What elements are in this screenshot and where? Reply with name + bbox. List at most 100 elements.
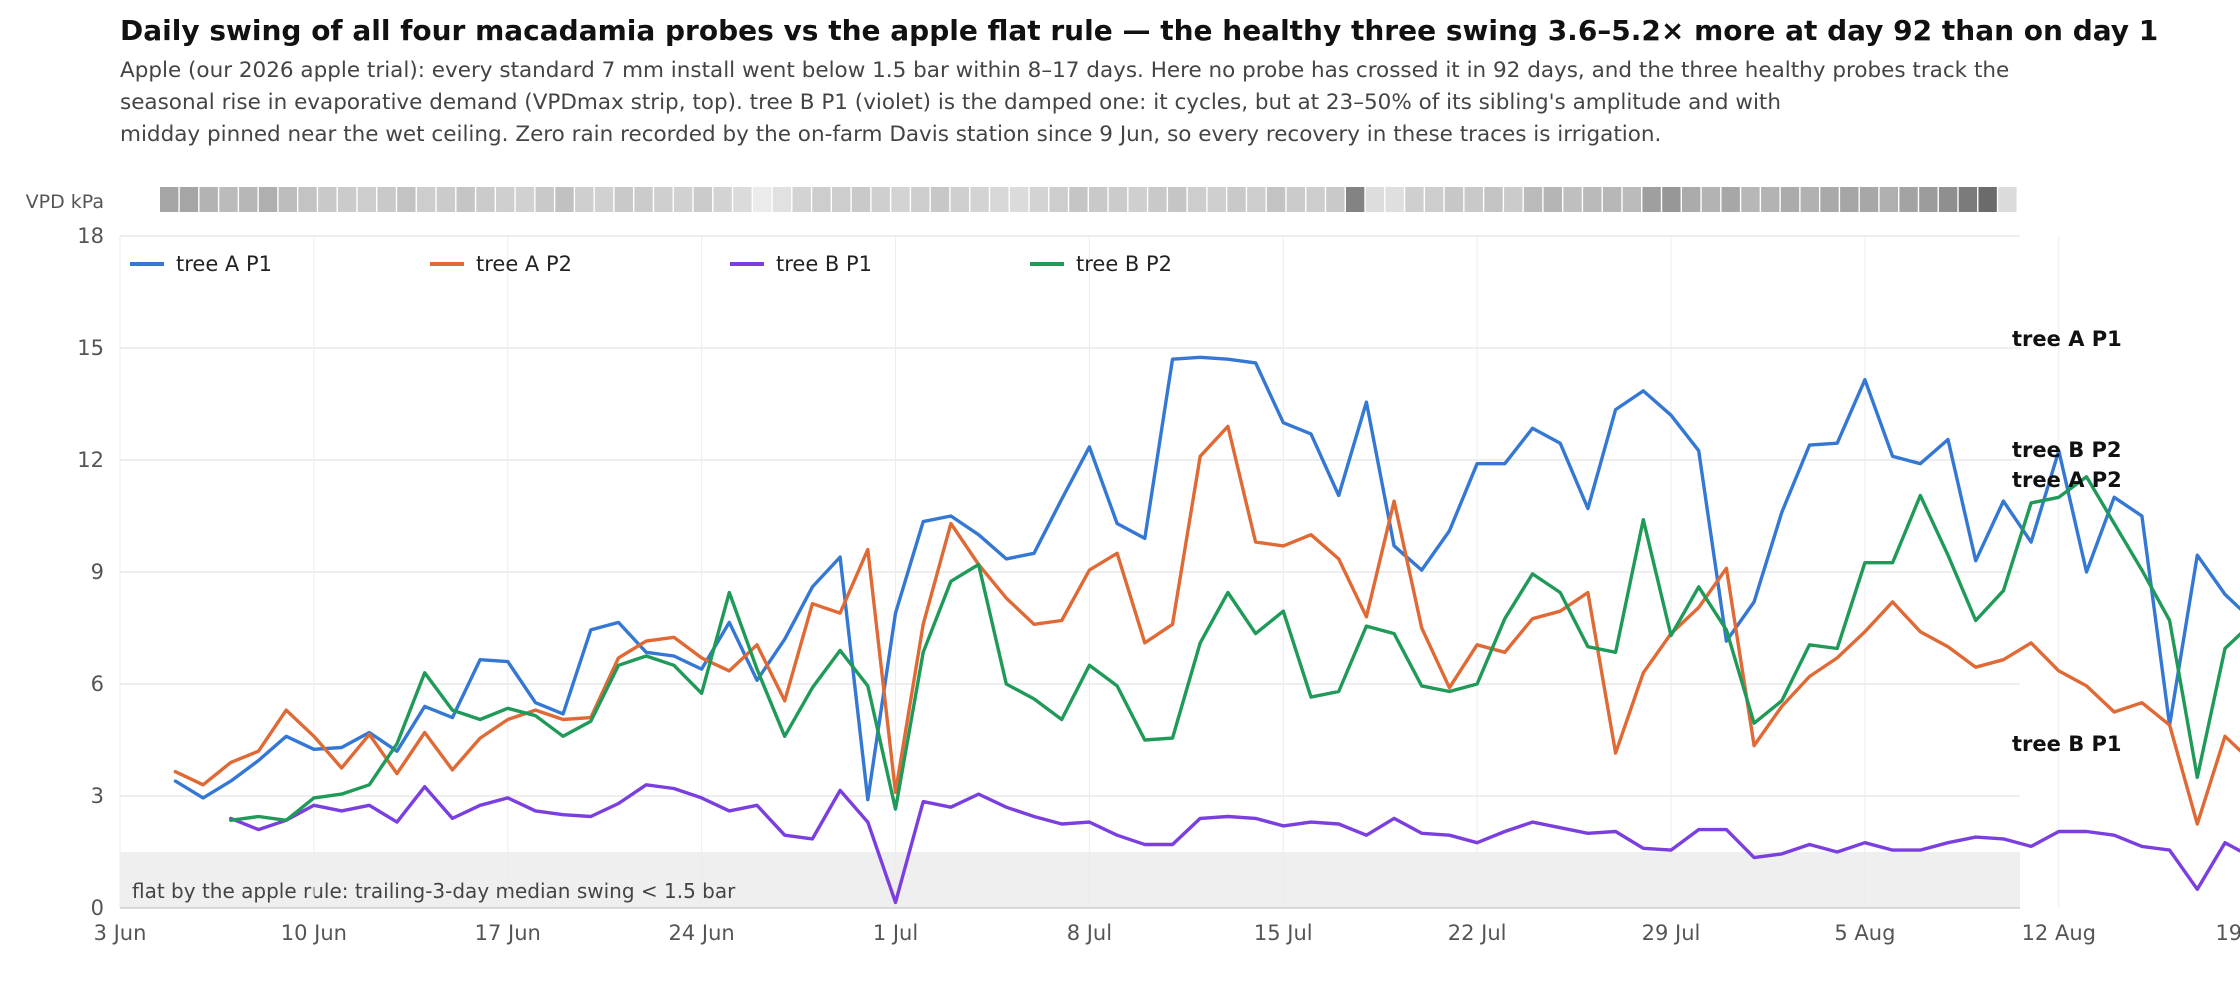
vpd-cell (1168, 187, 1187, 212)
vpd-cell (258, 187, 278, 212)
vpd-cell (693, 187, 713, 212)
x-tick-label: 17 Jun (475, 921, 541, 945)
vpd-cell (1444, 187, 1464, 212)
vpd-cell (1089, 187, 1108, 212)
y-tick-label: 12 (77, 448, 104, 472)
x-tick-label: 24 Jun (669, 921, 735, 945)
vpd-cell (1701, 187, 1721, 212)
x-tick-label: 29 Jul (1642, 921, 1701, 945)
vpd-cell (1385, 187, 1404, 212)
subtitle-line-2: seasonal rise in evaporative demand (VPD… (120, 90, 1781, 115)
vpd-cell (891, 187, 910, 212)
vpd-cell (219, 187, 238, 212)
y-tick-label: 15 (77, 336, 104, 360)
x-tick-label: 22 Jul (1448, 921, 1507, 945)
y-axis: 0 3 6 9 12 15 18 (77, 224, 104, 920)
vpd-cell (1583, 187, 1602, 212)
vpd-cell (1681, 187, 1701, 212)
flat-band: flat by the apple rule: trailing-3-day m… (120, 852, 2020, 908)
vpd-cell (1049, 187, 1068, 212)
vpd-cell (654, 187, 673, 212)
vpd-cell (1721, 187, 1740, 212)
vpd-cell (1622, 187, 1642, 212)
vpd-cell (1227, 187, 1246, 212)
vpd-cell (436, 187, 456, 212)
x-tick-label: 1 Jul (873, 921, 918, 945)
vpd-cell (476, 187, 495, 212)
vpd-strip-label: VPD kPa (26, 191, 104, 213)
vpd-cell (772, 187, 792, 212)
vpd-cell (871, 187, 890, 212)
vpd-cell (1820, 187, 1839, 212)
vpd-cell (1602, 187, 1622, 212)
vpd-cell (377, 187, 396, 212)
vpd-cell (1780, 187, 1800, 212)
vpd-cell (1543, 187, 1562, 212)
vpd-cell (1306, 187, 1325, 212)
vpd-strip: VPD kPa (26, 187, 2017, 213)
series-line-0 (173, 355, 2240, 802)
vpd-cell (950, 187, 970, 212)
y-tick-label: 18 (77, 224, 104, 248)
end-label: tree A P1 (2012, 327, 2122, 351)
x-tick-label: 12 Aug (2022, 921, 2096, 945)
vpd-cell (199, 187, 218, 212)
series-line-3 (229, 475, 2240, 822)
vpd-cell (930, 187, 950, 212)
legend: tree A P1 tree A P2 tree B P1 tree B P2 (130, 252, 1172, 276)
vpd-cell (535, 187, 554, 212)
x-axis: 3 Jun 10 Jun 17 Jun 24 Jun 1 Jul 8 Jul 15 Jul 2… (94, 907, 2240, 945)
vpd-cell (812, 187, 831, 212)
vpd-cell (752, 187, 772, 212)
vpd-cell (911, 187, 930, 212)
end-label: tree B P1 (2012, 732, 2122, 756)
end-label: tree A P2 (2012, 468, 2122, 492)
vpd-cell (1504, 187, 1523, 212)
x-tick-label: 10 Jun (281, 921, 347, 945)
flat-band-label: flat by the apple rule: trailing-3-day m… (132, 879, 736, 903)
vpd-cell (337, 187, 357, 212)
legend-label: tree A P2 (476, 252, 572, 276)
series-lines (173, 355, 2240, 905)
vpd-cell (397, 187, 416, 212)
vpd-cell (1563, 187, 1582, 212)
vpd-cell (456, 187, 475, 212)
vpd-cell (298, 187, 317, 212)
vpd-cell (179, 187, 199, 212)
vpd-cell (1879, 187, 1899, 212)
end-labels: tree A P1 tree B P2 tree A P2 tree B P1 (2012, 327, 2122, 756)
vpd-cell (1464, 187, 1483, 212)
legend-label: tree A P1 (176, 252, 272, 276)
vpd-cell (1919, 187, 1938, 212)
vpd-cell (318, 187, 337, 212)
vpd-cell (594, 187, 614, 212)
x-tick-label: 15 Jul (1254, 921, 1313, 945)
series-line-2 (229, 783, 2240, 905)
x-tick-label: 5 Aug (1834, 921, 1895, 945)
vpd-cell (1978, 187, 1997, 212)
vpd-cell (1187, 187, 1207, 212)
vpd-cell (673, 187, 693, 212)
vpd-cell (1405, 187, 1424, 212)
vpd-cell (832, 187, 851, 212)
vpd-cell (1859, 187, 1879, 212)
vpd-cell (575, 187, 594, 212)
y-tick-label: 6 (91, 672, 104, 696)
x-tick-label: 8 Jul (1067, 921, 1112, 945)
vpd-cell (496, 187, 515, 212)
vpd-cell (1938, 187, 1958, 212)
vpd-cell (1800, 187, 1819, 212)
vpd-cell (1741, 187, 1760, 212)
end-label: tree B P2 (2012, 438, 2122, 462)
vpd-cell (1840, 187, 1859, 212)
vpd-cell (278, 187, 297, 212)
vpd-cell (1286, 187, 1306, 212)
vpd-cell (713, 187, 732, 212)
vpd-cell (416, 187, 436, 212)
vpd-cell (1029, 187, 1049, 212)
vpd-cell (1662, 187, 1681, 212)
legend-label: tree B P2 (1076, 252, 1172, 276)
vpd-cell (792, 187, 811, 212)
vpd-cell (239, 187, 258, 212)
vpd-cell (1642, 187, 1661, 212)
